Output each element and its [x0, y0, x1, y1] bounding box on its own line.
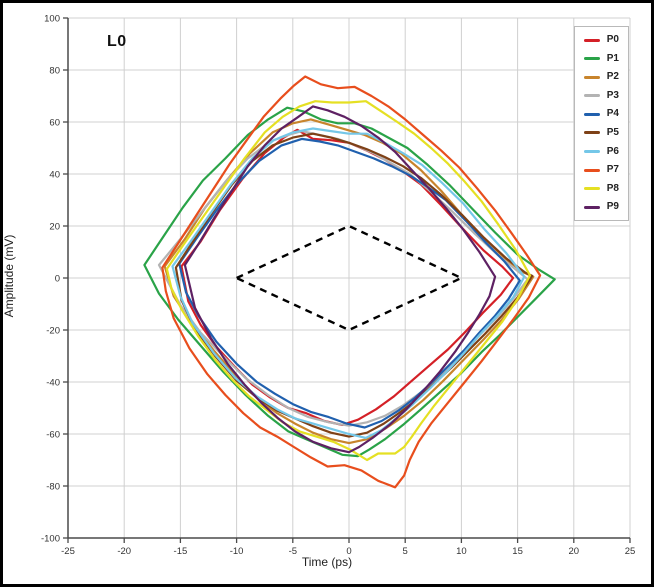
trace-P6	[171, 127, 526, 439]
y-tick-label: 0	[55, 274, 60, 285]
x-axis-label: Time (ps)	[301, 555, 353, 569]
trace-P1	[143, 106, 556, 458]
x-tick-label: 0	[346, 546, 351, 557]
legend-item-P5: P5	[583, 126, 619, 139]
legend-item-P1: P1	[583, 52, 619, 65]
trace-P7	[161, 75, 542, 489]
x-tick-label: -25	[61, 546, 75, 557]
legend-swatch-P1	[583, 57, 600, 61]
legend-item-P4: P4	[583, 108, 619, 120]
plot-canvas: -25 -20 -15 -10 -5 0 5 10 15 20 25 -100 -80 -60 -40 -20…	[41, 14, 636, 558]
legend-label-P1: P1	[606, 52, 619, 64]
x-tick-label: 15	[512, 546, 523, 557]
y-tick-label: 60	[49, 118, 60, 129]
legend-label-P2: P2	[606, 71, 619, 83]
y-tick-label: 80	[49, 66, 60, 77]
y-axis-label: Amplitude (mV)	[2, 234, 16, 318]
legend-item-P3: P3	[583, 89, 619, 102]
legend-swatch-P2	[583, 75, 600, 79]
x-tick-label: 25	[625, 546, 636, 557]
y-tick-label: -20	[46, 326, 60, 337]
trace-P4	[178, 137, 521, 429]
legend-label-P3: P3	[606, 89, 619, 101]
legend-label-P8: P8	[606, 182, 619, 194]
legend-label-P5: P5	[606, 126, 619, 138]
legend-swatch-P9	[583, 205, 600, 209]
y-tick-label: 100	[44, 14, 60, 25]
trace-P9	[183, 105, 497, 454]
legend-label-P4: P4	[606, 108, 619, 120]
legend-label-P7: P7	[606, 164, 619, 176]
legend-label-P9: P9	[606, 201, 619, 213]
x-tick-label: 5	[403, 546, 408, 557]
legend-swatch-P7	[583, 168, 600, 172]
trace-P8	[165, 100, 532, 462]
x-tick-label: -10	[230, 546, 244, 557]
legend-swatch-P6	[583, 150, 600, 154]
legend-swatch-P8	[583, 187, 600, 191]
legend-swatch-P3	[583, 94, 600, 98]
legend-swatch-P5	[583, 131, 600, 135]
legend-item-P6: P6	[583, 145, 619, 158]
legend-item-P9: P9	[583, 201, 619, 213]
trace-P2	[163, 118, 535, 445]
chart-title: L0	[107, 33, 127, 50]
y-tick-label: -80	[46, 482, 60, 493]
legend-label-P0: P0	[606, 34, 619, 45]
x-tick-label: 10	[456, 546, 467, 557]
y-tick-label: 40	[49, 170, 60, 181]
x-tick-label: 20	[569, 546, 580, 557]
y-tick-label: 20	[49, 222, 60, 233]
y-tick-label: -60	[46, 430, 60, 441]
x-tick-label: -20	[117, 546, 131, 557]
legend-item-P2: P2	[583, 71, 619, 83]
legend-item-P7: P7	[583, 164, 619, 176]
eye-mask-diamond	[233, 224, 465, 332]
x-tick-label: -15	[174, 546, 188, 557]
y-tick-label: -100	[41, 534, 60, 545]
legend-swatch-P4	[583, 112, 600, 116]
x-tick-label: -5	[289, 546, 297, 557]
legend-item-P8: P8	[583, 182, 619, 195]
legend-item-P0: P0	[583, 34, 619, 46]
legend: P0 P1 P2 P3 P4 P5 P6 P7 P8 P9	[573, 26, 629, 222]
y-tick-label: -40	[46, 378, 60, 389]
legend-label-P6: P6	[606, 145, 619, 157]
legend-swatch-P0	[583, 38, 600, 42]
